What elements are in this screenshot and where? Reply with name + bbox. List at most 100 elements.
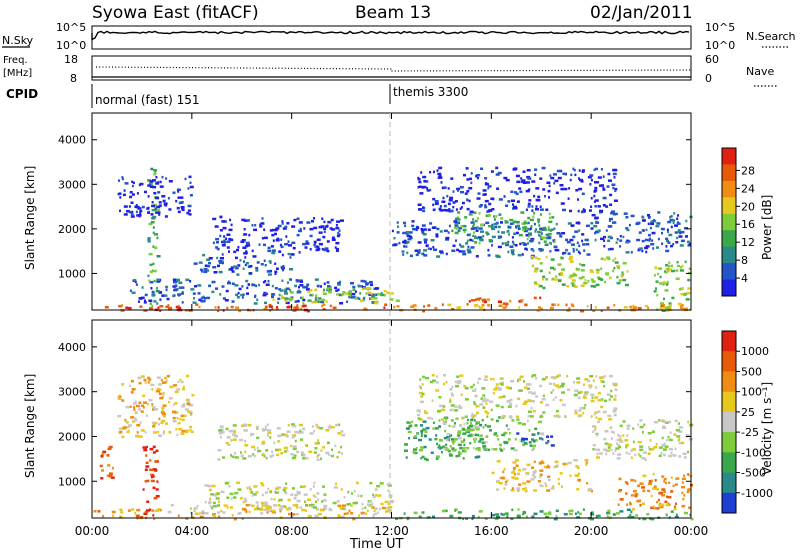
velocity-cell-286 <box>213 494 218 497</box>
velocity-cell-421 <box>212 501 216 505</box>
power-cell-545 <box>271 249 276 252</box>
velocity-cell-802 <box>451 438 455 441</box>
velocity-cell-104 <box>238 512 242 515</box>
power-cell-673 <box>291 225 296 228</box>
velocity-cell-895 <box>531 438 534 441</box>
velocity-cell-355 <box>274 491 279 494</box>
velocity-cell-448 <box>387 502 390 506</box>
power-cell-310 <box>172 278 177 281</box>
velocity-cell-511 <box>313 429 316 433</box>
power-cell-997 <box>577 222 581 225</box>
velocity-cell-484 <box>219 425 224 428</box>
power-cell-1091 <box>479 238 484 242</box>
power-cell-719 <box>189 185 194 189</box>
power-cell-1014 <box>467 245 470 249</box>
power-cell-124 <box>551 303 554 306</box>
power-cell-1697 <box>509 299 512 303</box>
velocity-cell-327 <box>228 485 231 488</box>
velocity-cell-1574 <box>490 377 493 381</box>
power-cell-798 <box>511 251 514 254</box>
velocity-cell-1589 <box>523 441 527 445</box>
power-cell-20 <box>238 309 242 313</box>
power-cell-1415 <box>418 180 422 184</box>
power-cell-1367 <box>443 208 448 212</box>
power-cell-926 <box>462 252 467 256</box>
power-cell-467 <box>289 268 294 271</box>
velocity-cell-399 <box>313 481 316 485</box>
velocity-cell-640 <box>143 378 147 382</box>
nave-tick-bottom: 0 <box>705 72 712 85</box>
velocity-cell-11 <box>153 517 156 521</box>
velocity-cell-1464 <box>531 399 535 403</box>
velocity-cell-284 <box>209 505 213 508</box>
power-cell-786 <box>423 254 428 257</box>
power-cell-645 <box>323 220 326 224</box>
power-cell-452 <box>152 231 155 235</box>
power-cell-1152 <box>595 268 600 272</box>
velocity-cell-1410 <box>439 404 444 408</box>
velocity-colorbar-tick-5: -100 <box>741 446 766 459</box>
power-cell-699 <box>163 202 168 205</box>
power-cell-357 <box>278 293 281 297</box>
power-cell-1591 <box>546 181 551 184</box>
velocity-cell-136 <box>545 515 550 519</box>
power-cell-104 <box>551 303 556 306</box>
power-cell-620 <box>284 225 288 229</box>
power-cell-684 <box>125 210 130 213</box>
power-cell-1690 <box>471 299 475 302</box>
velocity-cell-190 <box>517 508 520 511</box>
power-cell-1533 <box>584 209 586 212</box>
velocity-cell-469 <box>317 453 321 457</box>
power-cell-1235 <box>667 230 669 233</box>
velocity-cell-854 <box>451 447 455 450</box>
power-cell-1300 <box>648 239 651 242</box>
power-cell-1677 <box>677 302 682 306</box>
velocity-cell-1368 <box>557 386 561 389</box>
power-cell-455 <box>219 261 223 265</box>
velocity-cell-180 <box>595 514 598 518</box>
power-cell-578 <box>331 236 335 239</box>
velocity-cell-1078 <box>518 468 521 472</box>
velocity-cell-265 <box>155 449 159 453</box>
velocity-cell-1515 <box>474 394 477 398</box>
velocity-cell-21 <box>119 508 123 511</box>
velocity-cell-99 <box>301 508 306 512</box>
power-cell-282 <box>298 285 300 289</box>
velocity-cell-1193 <box>678 438 681 441</box>
velocity-cell-445 <box>374 507 378 510</box>
power-cell-1577 <box>513 207 518 210</box>
power-cell-694 <box>181 208 185 212</box>
power-cell-1670 <box>654 266 658 269</box>
velocity-cell-1512 <box>435 375 438 378</box>
power-cell-686 <box>158 211 161 214</box>
velocity-cell-912 <box>493 448 498 451</box>
velocity-cell-1525 <box>592 379 595 382</box>
velocity-cell-939 <box>457 432 461 436</box>
power-cell-1559 <box>443 186 447 189</box>
velocity-cell-598 <box>148 398 153 402</box>
power-cell-1376 <box>463 173 466 177</box>
power-cell-1643 <box>666 280 669 284</box>
power-cell-1205 <box>581 275 585 279</box>
power-cell-334 <box>285 301 288 304</box>
velocity-cell-1235 <box>650 506 655 510</box>
velocity-cell-1181 <box>615 447 620 450</box>
velocity-cell-750 <box>172 410 177 414</box>
power-cell-890 <box>470 227 475 231</box>
velocity-cell-1360 <box>419 378 422 381</box>
velocity-cell-837 <box>438 444 441 447</box>
power-cell-90 <box>568 307 571 310</box>
power-cell-1355 <box>672 219 676 222</box>
power-cell-1324 <box>642 229 645 232</box>
velocity-cell-1257 <box>674 502 677 506</box>
power-cell-917 <box>540 237 544 241</box>
power-cell-1250 <box>685 219 688 223</box>
power-cell-720 <box>129 191 133 194</box>
velocity-cell-1266 <box>654 507 657 510</box>
power-cell-1226 <box>687 244 691 247</box>
velocity-cell-300 <box>273 498 276 501</box>
power-cell-1253 <box>677 229 681 232</box>
power-cell-326 <box>375 287 380 290</box>
power-cell-1641 <box>657 272 660 276</box>
